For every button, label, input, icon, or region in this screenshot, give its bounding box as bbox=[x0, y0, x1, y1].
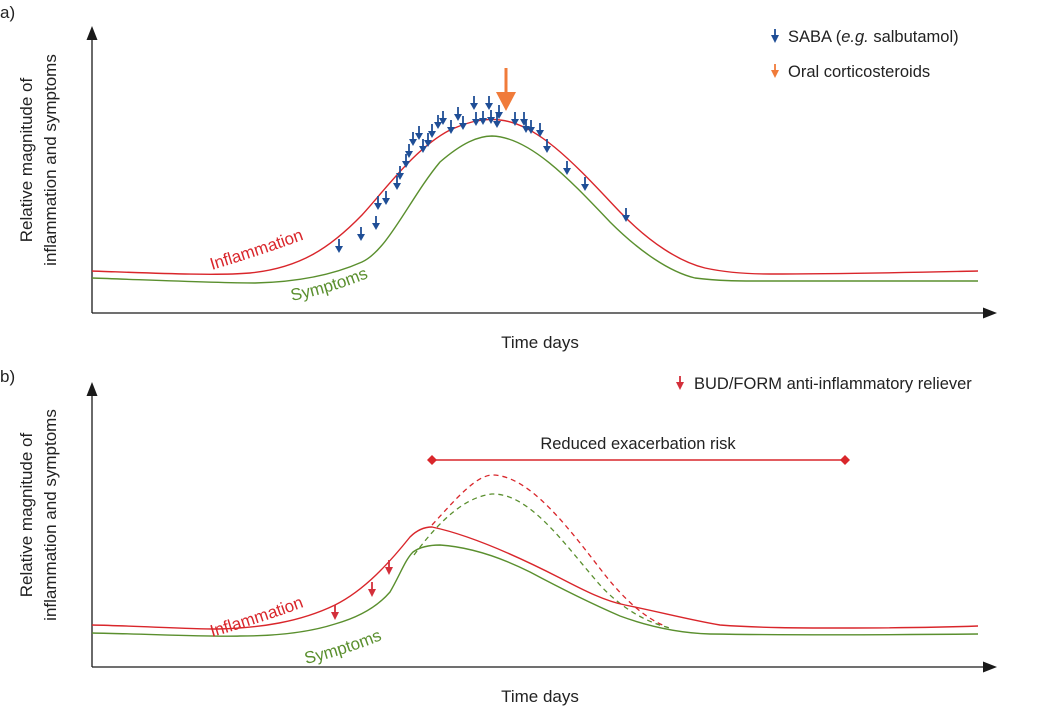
panel-a-symptoms-label: Symptoms bbox=[289, 264, 370, 305]
saba-arrow bbox=[472, 112, 480, 126]
saba-arrow bbox=[396, 166, 404, 180]
panel-a-x-axis-arrowhead bbox=[983, 307, 997, 319]
saba-arrow bbox=[487, 110, 495, 124]
panel-b-x-axis-title: Time days bbox=[501, 687, 579, 706]
panel-a-y-axis-title: Relative magnitude of inflammation and s… bbox=[17, 54, 60, 266]
saba-arrow bbox=[409, 132, 417, 146]
legend-ocs-icon bbox=[771, 64, 779, 78]
panel-b-legend: BUD/FORM anti-inflammatory reliever bbox=[676, 375, 972, 393]
saba-arrow bbox=[581, 177, 589, 191]
panel-b-inflammation-curve bbox=[91, 526, 979, 630]
saba-arrow bbox=[543, 139, 551, 153]
saba-arrow bbox=[622, 208, 630, 222]
panel-b-symptoms-dashed-curve bbox=[413, 493, 671, 629]
panel-b-label: b) bbox=[0, 367, 15, 386]
saba-arrow bbox=[357, 227, 365, 241]
saba-arrow bbox=[439, 111, 447, 125]
saba-arrow bbox=[563, 161, 571, 175]
panel-a-symptoms-curve bbox=[91, 135, 978, 284]
panel-b-budform-arrows bbox=[331, 560, 393, 620]
saba-arrow bbox=[470, 96, 478, 110]
saba-arrow bbox=[382, 191, 390, 205]
panel-b-inflammation-dashed-curve bbox=[431, 474, 666, 627]
saba-arrow bbox=[393, 176, 401, 190]
panel-a-saba-arrows bbox=[335, 96, 630, 253]
panel-a-axes bbox=[86, 26, 997, 319]
panel-b-symptoms-label-text: Symptoms bbox=[303, 626, 384, 668]
saba-arrow bbox=[485, 96, 493, 110]
range-start-marker bbox=[427, 455, 437, 465]
saba-arrow bbox=[372, 216, 380, 230]
panel-b-axes bbox=[86, 382, 997, 673]
saba-arrow bbox=[335, 239, 343, 253]
legend-saba-icon bbox=[771, 29, 779, 43]
panel-b-symptoms-label: Symptoms bbox=[303, 626, 384, 668]
budform-arrow bbox=[385, 560, 393, 575]
saba-arrow bbox=[428, 124, 436, 138]
panel-b-y-axis-title-line2: inflammation and symptoms bbox=[41, 409, 60, 621]
panel-a-label: a) bbox=[0, 3, 15, 22]
saba-arrow bbox=[415, 126, 423, 140]
legend-budform-icon bbox=[676, 376, 684, 390]
panel-a-inflammation-label-text: Inflammation bbox=[208, 225, 306, 274]
saba-arrow bbox=[434, 115, 442, 129]
legend-saba-label: SABA (e.g. salbutamol) bbox=[788, 28, 959, 46]
panel-b-y-axis-title: Relative magnitude of inflammation and s… bbox=[17, 409, 60, 621]
panel-a-ocs-arrow bbox=[496, 68, 516, 111]
panel-a-y-axis-arrowhead bbox=[86, 26, 98, 40]
saba-arrow bbox=[527, 120, 535, 134]
range-end-marker bbox=[840, 455, 850, 465]
saba-arrow bbox=[511, 112, 519, 126]
legend-budform-label: BUD/FORM anti-inflammatory reliever bbox=[694, 375, 972, 393]
reduced-exacerbation-risk-range: Reduced exacerbation risk bbox=[427, 435, 850, 465]
panel-a-legend: SABA (e.g. salbutamol) Oral corticostero… bbox=[771, 28, 959, 81]
saba-arrow bbox=[459, 116, 467, 130]
panel-b-y-axis-arrowhead bbox=[86, 382, 98, 396]
panel-a-symptoms-label-text: Symptoms bbox=[289, 264, 370, 305]
panel-a-y-axis-title-line1: Relative magnitude of bbox=[17, 78, 36, 243]
saba-arrow bbox=[495, 105, 503, 119]
saba-arrow bbox=[405, 144, 413, 158]
saba-arrow bbox=[374, 196, 382, 210]
panel-b-y-axis-title-line1: Relative magnitude of bbox=[17, 433, 36, 598]
saba-arrow bbox=[419, 139, 427, 153]
panel-a-inflammation-curve bbox=[91, 118, 979, 275]
reduced-exacerbation-risk-label: Reduced exacerbation risk bbox=[540, 435, 736, 453]
budform-arrow bbox=[368, 582, 376, 597]
saba-arrow bbox=[536, 123, 544, 137]
panel-a-x-axis-title: Time days bbox=[501, 333, 579, 352]
saba-arrow bbox=[454, 107, 462, 121]
panel-a-inflammation-label: Inflammation bbox=[208, 225, 306, 274]
panel-a-y-axis-title-line2: inflammation and symptoms bbox=[41, 54, 60, 266]
saba-arrow bbox=[447, 120, 455, 134]
panel-a: a) Relative magnitude of inflammation an… bbox=[0, 3, 997, 352]
panel-b: b) Relative magnitude of inflammation an… bbox=[0, 367, 997, 706]
budform-arrow bbox=[331, 605, 339, 620]
saba-arrow bbox=[424, 133, 432, 147]
panel-b-symptoms-curve bbox=[91, 544, 979, 637]
saba-arrow bbox=[479, 111, 487, 125]
panel-b-x-axis-arrowhead bbox=[983, 661, 997, 673]
legend-ocs-label: Oral corticosteroids bbox=[788, 63, 930, 81]
saba-arrow bbox=[402, 154, 410, 168]
